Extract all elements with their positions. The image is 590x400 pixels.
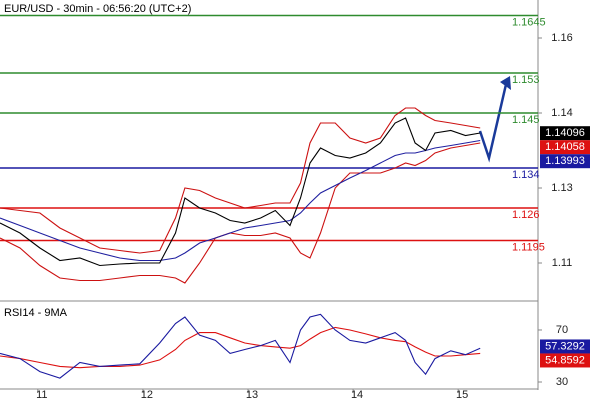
series-line	[0, 313, 481, 379]
indicator-title: RSI14 - 9MA	[4, 307, 68, 319]
x-tick-label: 12	[141, 389, 153, 400]
last-value-box	[540, 126, 590, 141]
last-value-label: 1.14058	[545, 141, 585, 153]
level-label: 1.153	[512, 74, 540, 86]
y-tick-label: 70	[556, 324, 568, 336]
last-value-box	[540, 154, 590, 169]
last-value-label: 1.13993	[545, 155, 585, 167]
level-label: 1.126	[512, 209, 540, 221]
series-line	[0, 117, 481, 267]
y-tick-label: 30	[556, 376, 568, 388]
series-line	[0, 142, 481, 284]
y-tick-label: 1.14	[551, 107, 572, 119]
chart-title: EUR/USD - 30min - 06:56:20 (UTC+2)	[4, 3, 191, 15]
x-tick-label: 13	[246, 389, 258, 400]
series-line	[0, 107, 481, 254]
last-value-label: 54.8592	[545, 354, 585, 366]
level-label: 1.145	[512, 114, 540, 126]
level-label: 1.134	[512, 169, 540, 181]
level-label: 1.1195	[512, 241, 545, 253]
y-tick-label: 1.11	[552, 257, 573, 269]
last-value-box	[540, 339, 590, 354]
series-line	[0, 139, 481, 262]
forecast-arrowhead	[500, 76, 511, 90]
level-label: 1.1645	[512, 16, 546, 28]
y-tick-label: 1.13	[551, 182, 572, 194]
forecast-arrow	[478, 79, 509, 163]
last-value-label: 57.3292	[545, 340, 585, 352]
x-tick-label: 15	[456, 389, 468, 400]
x-tick-label: 14	[351, 389, 363, 400]
y-tick-label: 1.16	[551, 32, 572, 44]
last-value-box	[540, 140, 590, 155]
x-tick-label: 11	[36, 389, 47, 400]
last-value-box	[540, 353, 590, 368]
last-value-label: 1.14096	[545, 127, 585, 139]
